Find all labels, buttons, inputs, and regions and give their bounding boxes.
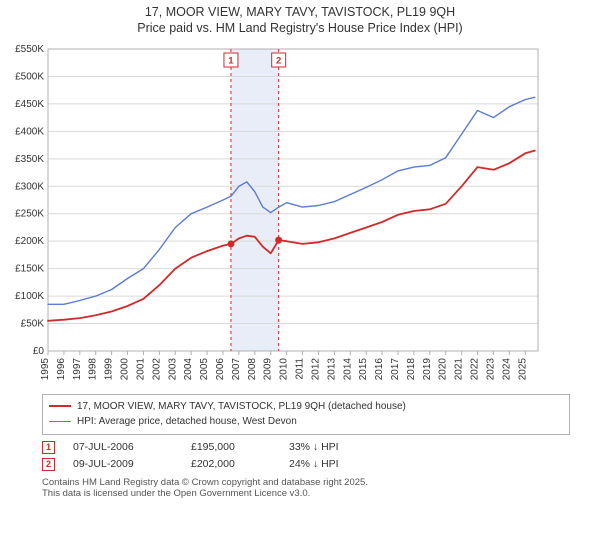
svg-text:2014: 2014 [342, 357, 353, 380]
title-line1: 17, MOOR VIEW, MARY TAVY, TAVISTOCK, PL1… [10, 4, 590, 20]
footnote: Contains HM Land Registry data © Crown c… [42, 477, 570, 501]
svg-text:£300K: £300K [15, 181, 44, 192]
table-row: 1 07-JUL-2006 £195,000 33% ↓ HPI [42, 439, 570, 456]
svg-text:2000: 2000 [120, 357, 131, 380]
sale-date: 07-JUL-2006 [73, 441, 173, 453]
svg-text:2022: 2022 [470, 357, 481, 380]
footnote-line: This data is licensed under the Open Gov… [42, 488, 570, 500]
legend-swatch [49, 405, 71, 407]
svg-text:£0: £0 [33, 346, 45, 357]
svg-text:2021: 2021 [454, 357, 465, 380]
svg-text:1996: 1996 [56, 357, 67, 380]
table-row: 2 09-JUL-2009 £202,000 24% ↓ HPI [42, 456, 570, 473]
svg-text:2005: 2005 [199, 357, 210, 380]
svg-text:2012: 2012 [310, 357, 321, 380]
svg-text:2: 2 [276, 55, 281, 66]
svg-text:2003: 2003 [167, 357, 178, 380]
svg-text:£50K: £50K [21, 318, 45, 329]
sale-price: £202,000 [191, 458, 271, 470]
svg-text:£350K: £350K [15, 153, 44, 164]
line-chart: £0 £50K £100K £150K £200K £250K £300K £350K £400… [6, 43, 546, 383]
svg-text:2002: 2002 [151, 357, 162, 380]
svg-text:2018: 2018 [406, 357, 417, 380]
svg-text:1997: 1997 [72, 357, 83, 380]
svg-text:2017: 2017 [390, 357, 401, 380]
svg-text:1995: 1995 [40, 357, 51, 380]
chart-area: £0 £50K £100K £150K £200K £250K £300K £350K £400… [6, 43, 590, 386]
footnote-line: Contains HM Land Registry data © Crown c… [42, 477, 570, 489]
legend: 17, MOOR VIEW, MARY TAVY, TAVISTOCK, PL1… [42, 394, 570, 435]
svg-text:1998: 1998 [88, 357, 99, 380]
svg-text:2001: 2001 [135, 357, 146, 380]
chart-title: 17, MOOR VIEW, MARY TAVY, TAVISTOCK, PL1… [0, 0, 600, 39]
title-line2: Price paid vs. HM Land Registry's House … [10, 20, 590, 36]
svg-text:£250K: £250K [15, 208, 44, 219]
svg-text:2023: 2023 [485, 357, 496, 380]
svg-text:2009: 2009 [263, 357, 274, 380]
svg-text:2016: 2016 [374, 357, 385, 380]
svg-text:2011: 2011 [295, 357, 306, 379]
legend-swatch [49, 421, 71, 422]
svg-text:1999: 1999 [104, 357, 115, 380]
svg-text:2004: 2004 [183, 357, 194, 380]
svg-text:2006: 2006 [215, 357, 226, 380]
sale-vs-hpi: 24% ↓ HPI [289, 458, 339, 470]
svg-text:£400K: £400K [15, 126, 44, 137]
legend-row: 17, MOOR VIEW, MARY TAVY, TAVISTOCK, PL1… [49, 399, 563, 415]
sale-vs-hpi: 33% ↓ HPI [289, 441, 339, 453]
svg-text:1: 1 [228, 55, 234, 66]
sale-marker: 1 [42, 441, 55, 454]
legend-label: 17, MOOR VIEW, MARY TAVY, TAVISTOCK, PL1… [77, 399, 406, 415]
sales-table: 1 07-JUL-2006 £195,000 33% ↓ HPI 2 09-JU… [42, 439, 570, 473]
sale-price: £195,000 [191, 441, 271, 453]
svg-text:2015: 2015 [358, 357, 369, 380]
svg-text:2020: 2020 [438, 357, 449, 380]
svg-text:2025: 2025 [517, 357, 528, 380]
svg-text:2010: 2010 [279, 357, 290, 380]
legend-label: HPI: Average price, detached house, West… [77, 414, 297, 430]
svg-text:£450K: £450K [15, 98, 44, 109]
svg-text:2024: 2024 [501, 357, 512, 380]
svg-text:£550K: £550K [15, 44, 44, 55]
svg-text:2007: 2007 [231, 357, 242, 380]
svg-text:2019: 2019 [422, 357, 433, 380]
svg-text:2008: 2008 [247, 357, 258, 380]
svg-text:£100K: £100K [15, 291, 44, 302]
sale-date: 09-JUL-2009 [73, 458, 173, 470]
legend-row: HPI: Average price, detached house, West… [49, 414, 563, 430]
svg-text:£150K: £150K [15, 263, 44, 274]
svg-text:2013: 2013 [326, 357, 337, 380]
svg-text:£200K: £200K [15, 236, 44, 247]
sale-marker: 2 [42, 458, 55, 471]
svg-text:£500K: £500K [15, 71, 44, 82]
